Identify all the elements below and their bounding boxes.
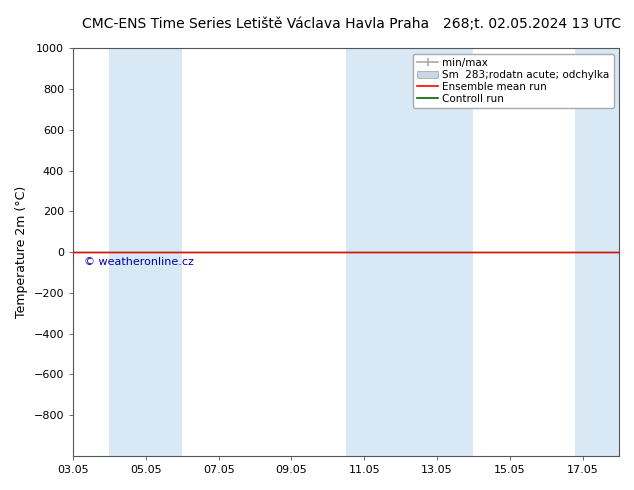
Bar [575,49,634,456]
Bar [346,49,474,456]
Legend: min/max, Sm  283;rodatn acute; odchylka, Ensemble mean run, Controll run: min/max, Sm 283;rodatn acute; odchylka, … [413,53,614,108]
Y-axis label: Temperature 2m (°C): Temperature 2m (°C) [15,186,28,318]
Text: 268;t. 02.05.2024 13 UTC: 268;t. 02.05.2024 13 UTC [443,17,621,31]
Text: © weatheronline.cz: © weatheronline.cz [84,257,194,268]
Bar [110,49,182,456]
Text: CMC-ENS Time Series Letiště Václava Havla Praha: CMC-ENS Time Series Letiště Václava Havl… [82,17,430,31]
